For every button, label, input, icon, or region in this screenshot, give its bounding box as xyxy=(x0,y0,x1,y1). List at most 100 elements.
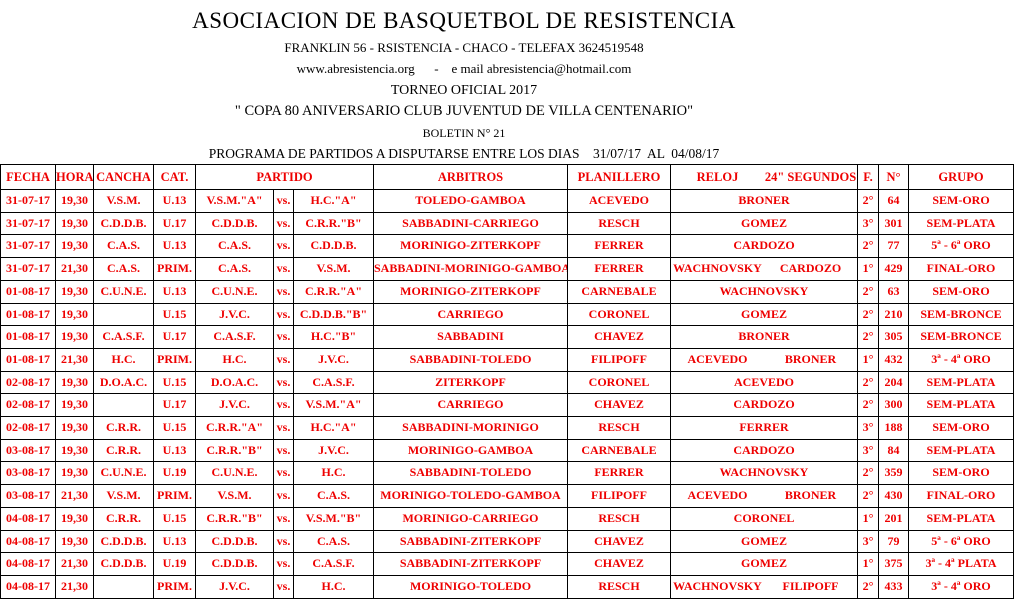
fecha-cell: 01-08-17 xyxy=(0,279,56,304)
cancha-cell: C.A.S. xyxy=(93,257,154,281)
veinticuatro-seg-operator: BRONER xyxy=(784,488,837,503)
vs-cell: vs. xyxy=(273,279,294,304)
vs-cell: vs. xyxy=(273,393,294,418)
reloj-cell: CARDOZO xyxy=(670,438,858,463)
fecha-cell: 04-08-17 xyxy=(0,529,56,554)
table-row: 02-08-17 19,30 D.O.A.C. U.15 D.O.A.C. vs… xyxy=(0,370,1014,395)
equipo-local-cell: C.A.S. xyxy=(195,257,274,281)
vs-cell: vs. xyxy=(273,234,294,259)
hora-cell: 19,30 xyxy=(55,393,94,418)
col-header-planillero: PLANILLERO xyxy=(567,164,671,190)
vs-cell: vs. xyxy=(273,370,294,395)
equipo-visita-cell: V.S.M."A" xyxy=(293,393,374,418)
hora-cell: 19,30 xyxy=(55,370,94,395)
cancha-cell: H.C. xyxy=(93,347,154,372)
fase-cell: 3° xyxy=(857,438,879,463)
tournament-title: TORNEO OFICIAL 2017 xyxy=(390,83,538,98)
hora-cell: 19,30 xyxy=(55,529,94,554)
vs-cell: vs. xyxy=(273,506,294,531)
arbitros-cell: SABBADINI-ZITERKOPF xyxy=(373,529,568,554)
cancha-cell: V.S.M. xyxy=(93,484,154,508)
fecha-cell: 31-07-17 xyxy=(0,189,56,213)
equipo-local-cell: C.R.R."B" xyxy=(195,438,274,463)
table-row: 01-08-17 19,30 C.U.N.E. U.13 C.U.N.E. vs… xyxy=(0,279,1014,304)
equipo-local-cell: C.A.S. xyxy=(195,234,274,259)
vs-cell: vs. xyxy=(273,189,294,213)
hora-cell: 19,30 xyxy=(55,438,94,463)
grupo-cell: SEM-PLATA xyxy=(908,506,1014,531)
planillero-cell: ACEVEDO xyxy=(567,189,671,213)
table-row: 04-08-17 21,30 C.D.D.B. U.19 C.D.D.B. vs… xyxy=(0,552,1014,576)
table-row: 03-08-17 21,30 V.S.M. PRIM. V.S.M. vs. C… xyxy=(0,484,1014,508)
categoria-cell: U.15 xyxy=(153,370,196,395)
reloj-cell: GOMEZ xyxy=(670,529,858,554)
grupo-cell: SEM-PLATA xyxy=(908,370,1014,395)
equipo-local-cell: C.R.R."A" xyxy=(195,416,274,440)
reloj-cell: GOMEZ xyxy=(670,211,858,236)
numero-partido-cell: 305 xyxy=(878,325,909,349)
address-line: FRANKLIN 56 - RSISTENCIA - CHACO - TELEF… xyxy=(284,40,644,55)
col-header-n: N° xyxy=(878,164,909,190)
reloj-operator: WACHNOVSKY xyxy=(673,261,762,276)
program-line: PROGRAMA DE PARTIDOS A DISPUTARSE ENTRE … xyxy=(208,146,720,161)
equipo-local-cell: C.D.D.B. xyxy=(195,529,274,554)
vs-cell: vs. xyxy=(273,325,294,349)
fecha-cell: 03-08-17 xyxy=(0,438,56,463)
table-row: 04-08-17 21,30 PRIM. J.V.C. vs. H.C. MOR… xyxy=(0,574,1014,599)
hora-cell: 19,30 xyxy=(55,234,94,259)
cancha-cell: C.D.D.B. xyxy=(93,529,154,554)
reloj-cell: GOMEZ xyxy=(670,552,858,576)
equipo-visita-cell: H.C."B" xyxy=(293,325,374,349)
reloj-operator: WACHNOVSKY xyxy=(719,465,809,480)
fase-cell: 2° xyxy=(857,234,879,259)
fecha-cell: 04-08-17 xyxy=(0,574,56,599)
reloj-operator: CARDOZO xyxy=(733,442,795,457)
numero-partido-cell: 204 xyxy=(878,370,909,395)
equipo-visita-cell: C.R.R."A" xyxy=(293,279,374,304)
planillero-cell: CHAVEZ xyxy=(567,552,671,576)
arbitros-cell: SABBADINI-MORINIGO-GAMBOA xyxy=(373,257,568,281)
table-row: 31-07-17 19,30 C.A.S. U.13 C.A.S. vs. C.… xyxy=(0,234,1014,259)
vs-cell: vs. xyxy=(273,461,294,486)
col-header-reloj: RELOJ 24" SEGUNDOS xyxy=(670,164,858,190)
equipo-visita-cell: C.A.S. xyxy=(293,529,374,554)
vs-cell: vs. xyxy=(273,574,294,599)
categoria-cell: U.17 xyxy=(153,325,196,349)
reloj-operator: BRONER xyxy=(738,193,790,207)
vs-cell: vs. xyxy=(273,257,294,281)
vs-cell: vs. xyxy=(273,347,294,372)
reloj-operator: GOMEZ xyxy=(740,215,787,230)
arbitros-cell: SABBADINI-MORINIGO xyxy=(373,416,568,440)
veinticuatro-seg-operator: BRONER xyxy=(784,351,837,366)
veinticuatro-seg-operator: FILIPOFF xyxy=(782,578,839,593)
reloj-cell: ACEVEDO BRONER xyxy=(670,347,858,372)
schedule-table: FECHA HORA CANCHA CAT. PARTIDO ARBITROS … xyxy=(0,164,1014,599)
equipo-visita-cell: V.S.M. xyxy=(293,257,374,281)
numero-partido-cell: 188 xyxy=(878,416,909,440)
fase-cell: 2° xyxy=(857,279,879,304)
equipo-local-cell: J.V.C. xyxy=(195,302,274,327)
hora-cell: 19,30 xyxy=(55,416,94,440)
fase-cell: 2° xyxy=(857,302,879,327)
col-header-fecha: FECHA xyxy=(0,164,56,190)
grupo-cell: 5ª - 6ª ORO xyxy=(908,529,1014,554)
grupo-cell: FINAL-ORO xyxy=(908,257,1014,281)
fecha-cell: 03-08-17 xyxy=(0,484,56,508)
categoria-cell: U.15 xyxy=(153,506,196,531)
numero-partido-cell: 210 xyxy=(878,302,909,327)
grupo-cell: SEM-ORO xyxy=(908,189,1014,213)
org-name: ASOCIACION DE BASQUETBOL DE RESISTENCIA xyxy=(192,8,736,33)
table-row: 02-08-17 19,30 U.17 J.V.C. vs. V.S.M."A"… xyxy=(0,393,1014,418)
reloj-cell: FERRER xyxy=(670,416,858,440)
hora-cell: 19,30 xyxy=(55,211,94,236)
arbitros-cell: CARRIEGO xyxy=(373,302,568,327)
cancha-cell: C.U.N.E. xyxy=(93,279,154,304)
equipo-visita-cell: C.D.D.B. xyxy=(293,234,374,259)
reloj-cell: CARDOZO xyxy=(670,234,858,259)
planillero-cell: CHAVEZ xyxy=(567,393,671,418)
planillero-cell: RESCH xyxy=(567,506,671,531)
planillero-cell: CORONEL xyxy=(567,370,671,395)
fecha-cell: 01-08-17 xyxy=(0,347,56,372)
table-row: 01-08-17 21,30 H.C. PRIM. H.C. vs. J.V.C… xyxy=(0,347,1014,372)
grupo-cell: SEM-PLATA xyxy=(908,438,1014,463)
